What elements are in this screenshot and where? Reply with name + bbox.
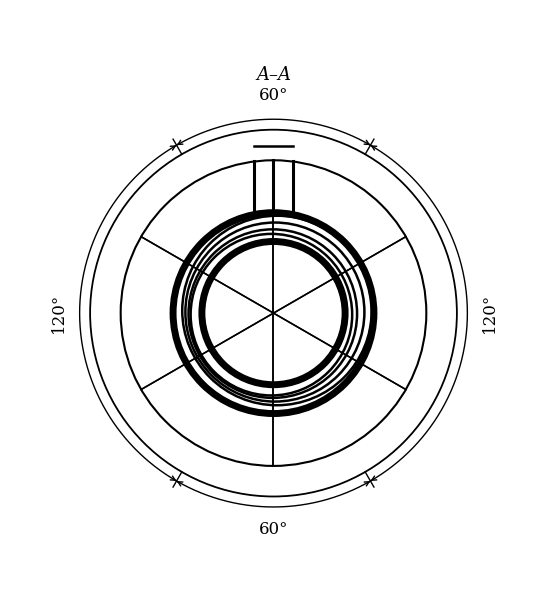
Text: 60°: 60° [259,86,288,104]
Text: 60°: 60° [259,521,288,538]
Text: 120°: 120° [480,293,497,333]
Text: A–A: A–A [256,66,291,84]
Text: 120°: 120° [50,293,67,333]
